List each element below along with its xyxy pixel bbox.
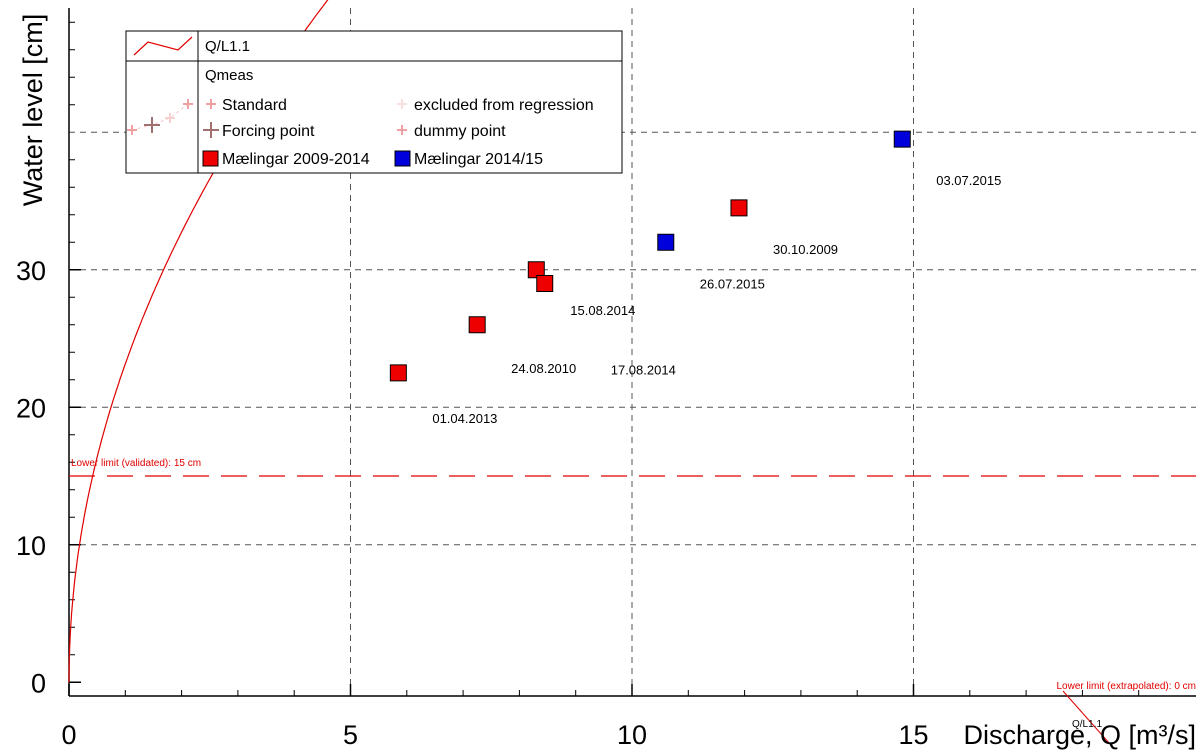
- series1-point: [468, 316, 486, 334]
- legend-excluded-label: excluded from regression: [414, 97, 594, 114]
- legend-series1-label: Mælingar 2009-2014: [222, 151, 370, 168]
- legend-curve-swatch: [133, 36, 193, 56]
- y-tick-label: 30: [16, 256, 46, 286]
- x-tick-label: 5: [343, 720, 358, 750]
- legend-group-label: Qmeas: [205, 67, 253, 84]
- legend-series2-label: Mælingar 2014/15: [414, 151, 543, 168]
- series1-point: [730, 199, 748, 217]
- legend-curve-label: Q/L1.1: [205, 38, 250, 55]
- series2-point: [657, 233, 675, 251]
- limits-layer: Lower limit (validated): 15 cm Lower limi…: [69, 458, 1197, 745]
- y-axis-label: Water level [cm]: [18, 14, 48, 207]
- points-layer: 01.04.2013 24.08.2010 15.08.2014 17.08.2014…: [389, 130, 1001, 426]
- point-date-label: 01.04.2013: [432, 411, 497, 426]
- x-tick-label: 10: [617, 720, 647, 750]
- forcing-marker-icon: [203, 122, 219, 138]
- x-axis-label: Discharge, Q [m³/s]: [963, 720, 1196, 750]
- x-tick-label: 0: [61, 720, 76, 750]
- legend-sample-points-icon: [127, 99, 193, 135]
- point-date-label: 30.10.2009: [773, 242, 838, 257]
- series2-swatch: [394, 150, 411, 167]
- legend-box: [125, 30, 623, 174]
- series1-swatch: [202, 150, 219, 167]
- axes-layer: 0 5 10 15 0 10 20 30: [16, 8, 1196, 750]
- dummy-marker-icon: [397, 125, 407, 135]
- curve-end-label: Q/L1.1: [1072, 719, 1102, 730]
- point-date-label: 03.07.2015: [936, 173, 1001, 188]
- legend-dummy-label: dummy point: [414, 123, 506, 140]
- point-date-label: 15.08.2014: [570, 303, 635, 318]
- point-date-label: 26.07.2015: [700, 276, 765, 291]
- lower-limit-extrapolated-label: Lower limit (extrapolated): 0 cm: [1057, 681, 1197, 692]
- y-tick-label: 0: [31, 668, 46, 698]
- legend-forcing-label: Forcing point: [222, 123, 315, 140]
- lower-limit-extrapolated-pointer: [1062, 690, 1111, 745]
- excluded-marker-icon: [397, 99, 407, 109]
- legend-standard-label: Standard: [222, 97, 287, 114]
- x-tick-label: 15: [898, 720, 928, 750]
- rating-curve-line: [68, 0, 329, 683]
- series1-point: [536, 275, 554, 292]
- legend: Q/L1.1 Qmeas Standard excluded from regr…: [125, 30, 623, 174]
- standard-marker-icon: [206, 99, 216, 109]
- point-date-label: 24.08.2010: [511, 361, 576, 376]
- curve-layer: [68, 0, 329, 683]
- point-date-label: 17.08.2014: [611, 363, 676, 378]
- lower-limit-validated-label: Lower limit (validated): 15 cm: [71, 458, 201, 469]
- series1-point: [389, 364, 407, 382]
- series2-point: [893, 130, 911, 148]
- y-tick-label: 10: [16, 531, 46, 561]
- y-tick-label: 20: [16, 393, 46, 423]
